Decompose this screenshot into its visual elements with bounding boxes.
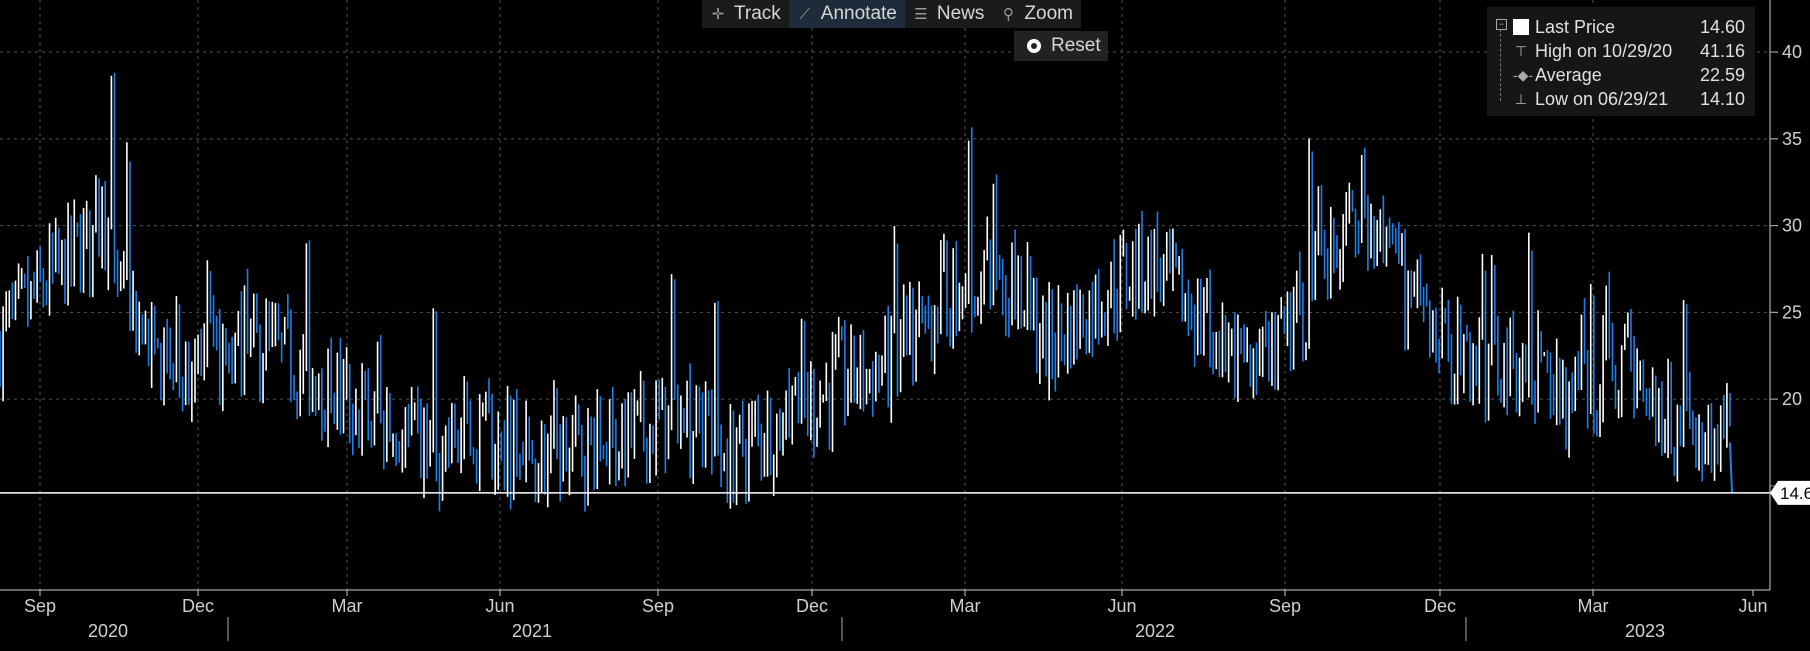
year-label: 2023 — [1625, 621, 1665, 641]
legend-last-price-label: Last Price — [1535, 16, 1616, 37]
low-marker-icon: ⊥ — [1514, 90, 1528, 107]
collapse-icon[interactable]: − — [1496, 19, 1507, 30]
news-button[interactable]: ☰ News — [905, 0, 993, 28]
high-marker-icon: ⊤ — [1514, 42, 1528, 59]
x-tick-label: Sep — [1269, 596, 1301, 616]
legend-last-price[interactable]: Last Price 14.60 — [1487, 15, 1755, 39]
price-series — [0, 72, 1733, 512]
track-button[interactable]: ✛ Track — [702, 0, 789, 28]
x-tick-label: Sep — [24, 596, 56, 616]
y-tick-label: 35 — [1782, 129, 1802, 149]
x-axis: Sep Dec Mar Jun Sep Dec Mar Jun Sep Dec Mar Jun 2020… — [0, 589, 1770, 641]
reset-button[interactable]: Reset — [1014, 31, 1108, 61]
year-label: 2022 — [1135, 621, 1175, 641]
x-tick-label: Dec — [796, 596, 828, 616]
legend-panel: − Last Price 14.60 ⊤ High on 10/29/20 41… — [1487, 7, 1755, 116]
average-marker-icon: -◆- — [1513, 66, 1534, 83]
x-tick-label: Mar — [1578, 596, 1609, 616]
last-price-tag — [1770, 480, 1810, 505]
reset-label: Reset — [1051, 35, 1101, 56]
zoom-label: Zoom — [1024, 3, 1073, 24]
legend-average-value: 22.59 — [1699, 64, 1745, 85]
legend-low-label: Low on 06/29/21 — [1535, 88, 1669, 109]
legend-high[interactable]: ⊤ High on 10/29/20 41.16 — [1487, 39, 1755, 63]
legend-low-value: 14.10 — [1699, 88, 1745, 109]
last-price-tag-label: 14.6 — [1780, 484, 1810, 503]
zoom-button[interactable]: ⚲ Zoom — [992, 0, 1081, 28]
x-tick-label: Jun — [1107, 596, 1136, 616]
last-price-line: 14.6 — [0, 480, 1810, 505]
x-tick-label: Mar — [332, 596, 363, 616]
legend-high-value: 41.16 — [1699, 40, 1745, 61]
x-tick-label: Jun — [485, 596, 514, 616]
year-label: 2020 — [88, 621, 128, 641]
y-tick-label: 40 — [1782, 42, 1802, 62]
legend-low[interactable]: ⊥ Low on 06/29/21 14.10 — [1487, 87, 1755, 111]
track-label: Track — [734, 3, 781, 24]
crosshair-icon: ✛ — [711, 6, 725, 23]
legend-tree-line — [1500, 29, 1502, 101]
last-price-swatch-icon — [1513, 19, 1529, 35]
pencil-icon: ⟋ — [799, 5, 811, 23]
news-icon: ☰ — [914, 6, 928, 23]
x-tick-label: Dec — [182, 596, 214, 616]
x-tick-label: Sep — [642, 596, 674, 616]
legend-average[interactable]: -◆- Average 22.59 — [1487, 63, 1755, 87]
annotate-button[interactable]: ⟋ Annotate — [788, 0, 905, 28]
zoom-icon: ⚲ — [1002, 6, 1014, 23]
price-bar — [1729, 442, 1733, 493]
y-tick-label: 25 — [1782, 302, 1802, 322]
legend-average-label: Average — [1535, 64, 1602, 85]
reset-icon — [1027, 39, 1041, 53]
x-tick-label: Dec — [1424, 596, 1456, 616]
y-tick-label: 30 — [1782, 216, 1802, 236]
annotate-label: Annotate — [820, 3, 897, 24]
x-tick-label: Jun — [1738, 596, 1767, 616]
y-tick-label: 20 — [1782, 389, 1802, 409]
year-label: 2021 — [512, 621, 552, 641]
legend-last-price-value: 14.60 — [1699, 16, 1745, 37]
x-tick-label: Mar — [950, 596, 981, 616]
y-axis: 20 25 30 35 40 — [1769, 0, 1802, 590]
legend-high-label: High on 10/29/20 — [1535, 40, 1673, 61]
chart-toolbar: ✛ Track ⟋ Annotate ☰ News ⚲ Zoom — [702, 0, 1081, 28]
news-label: News — [936, 3, 985, 24]
